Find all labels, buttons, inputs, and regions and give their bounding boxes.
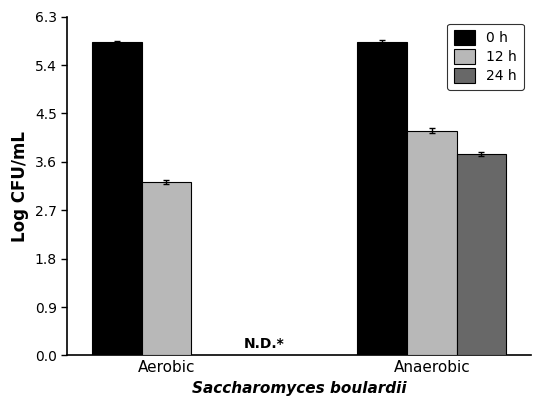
Legend: 0 h, 12 h, 24 h: 0 h, 12 h, 24 h [447,24,524,90]
Bar [358,42,407,355]
Text: N.D.*: N.D.* [244,337,285,351]
Bar [92,42,141,355]
Bar [456,154,506,355]
Bar [407,131,456,355]
X-axis label: Saccharomyces boulardii: Saccharomyces boulardii [192,381,406,396]
Bar [141,182,191,355]
Y-axis label: Log CFU/mL: Log CFU/mL [11,131,29,241]
